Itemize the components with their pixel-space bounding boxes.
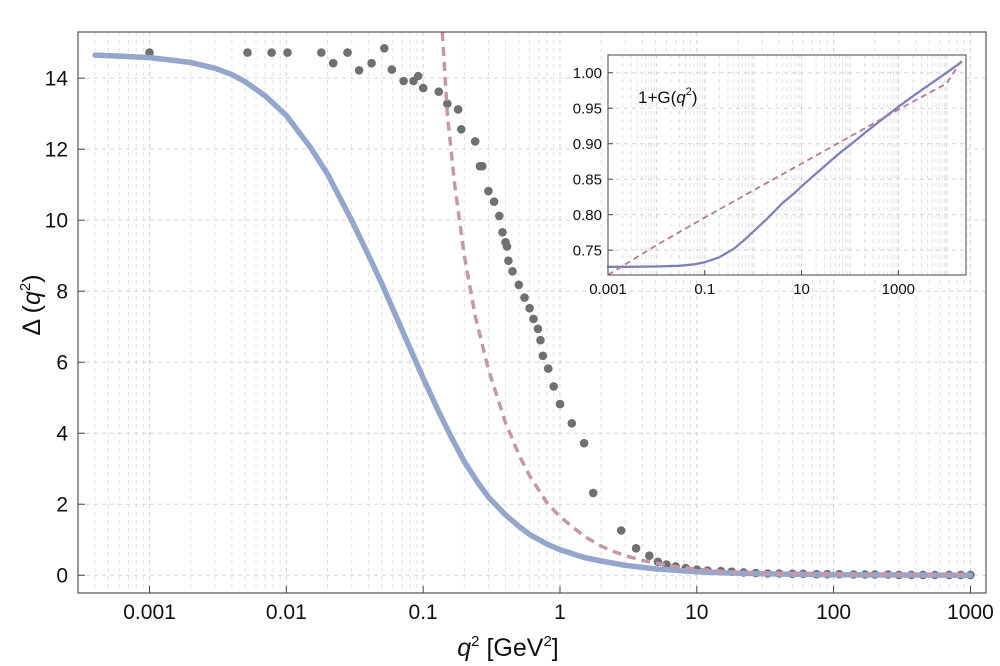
x-tick-label: 100 <box>816 601 851 624</box>
data-point <box>555 399 565 409</box>
y-tick-label: 8 <box>56 281 68 304</box>
x-tick-label: 0.1 <box>409 601 438 624</box>
data-point <box>267 48 276 57</box>
y-tick-label: 2 <box>56 494 68 517</box>
y-tick-label: 0.80 <box>573 207 602 224</box>
data-point <box>328 58 338 68</box>
solid-curve <box>92 52 974 578</box>
x-tick-label: 1 <box>554 601 566 624</box>
x-tick-label: 10 <box>793 281 810 298</box>
x-axis-label: q2 [GeV2] <box>457 633 558 662</box>
x-tick-label: 10 <box>685 601 708 624</box>
data-point <box>495 211 504 221</box>
y-tick-label: 4 <box>56 423 68 446</box>
data-point <box>343 48 352 57</box>
y-tick-label: 0.75 <box>573 242 602 259</box>
data-point <box>498 228 507 237</box>
data-point <box>243 48 252 57</box>
inset-series <box>606 60 963 276</box>
y-tick-label: 6 <box>56 352 68 375</box>
data-point <box>457 125 466 134</box>
y-tick-label: 14 <box>45 68 69 91</box>
data-point <box>508 267 517 276</box>
y-tick-label: 1.00 <box>573 65 602 82</box>
data-point <box>538 351 548 361</box>
data-point <box>354 66 364 75</box>
data-point <box>502 242 512 251</box>
y-tick-label: 10 <box>45 210 68 233</box>
data-point <box>484 186 493 196</box>
data-point <box>434 87 444 96</box>
dashed-curve <box>607 60 963 276</box>
data-point <box>470 137 480 146</box>
y-tick-label: 12 <box>45 139 68 162</box>
data-point <box>443 99 452 108</box>
y-tick-label: 0.85 <box>573 171 602 188</box>
data-point <box>380 44 389 53</box>
x-tick-label: 0.01 <box>266 601 307 624</box>
main-tick-labels: 0.001 0.01 0.1 1 10 100 1000 0 2 4 6 8 10 12 14 <box>45 68 994 624</box>
data-point <box>387 65 397 74</box>
data-point <box>525 303 534 313</box>
y-tick-label: 0 <box>56 565 68 588</box>
main-grid <box>77 32 986 593</box>
data-point <box>453 105 463 114</box>
x-tick-label: 1000 <box>882 281 915 298</box>
y-tick-label: 0.95 <box>573 100 602 117</box>
y-axis-label: Δ (q2) <box>17 274 46 335</box>
x-tick-label: 0.001 <box>123 601 176 624</box>
inset-tick-labels: 0.001 0.1 10 1000 0.75 0.80 0.85 0.90 0.95 1.00 <box>573 65 915 298</box>
data-point <box>588 488 598 498</box>
data-point <box>418 83 428 93</box>
inset-grid <box>607 55 966 275</box>
x-tick-label: 0.1 <box>694 281 715 298</box>
data-point <box>645 551 654 560</box>
data-point <box>567 419 577 428</box>
inset-plot-frame <box>607 54 967 276</box>
dashed-curve <box>440 31 971 577</box>
data-point <box>399 76 408 86</box>
y-tick-label: 0.90 <box>573 136 602 153</box>
data-point <box>616 526 626 535</box>
data-point <box>489 197 499 206</box>
data-point <box>504 256 513 266</box>
data-point <box>549 382 558 391</box>
data-point <box>413 71 423 81</box>
x-tick-label: 0.001 <box>589 281 627 298</box>
data-point <box>543 364 553 373</box>
data-point <box>536 335 545 345</box>
data-point <box>477 161 487 171</box>
data-point <box>367 58 376 68</box>
main-series <box>92 31 975 580</box>
data-point <box>520 293 529 302</box>
data-point <box>283 48 292 57</box>
inset-annotation: 1+G(q2) <box>638 86 698 107</box>
data-point <box>579 438 589 448</box>
data-point <box>631 544 641 553</box>
x-tick-label: 1000 <box>947 601 994 624</box>
data-point <box>514 280 524 290</box>
solid-curve <box>606 60 963 268</box>
main-plot-frame <box>77 31 987 594</box>
data-point <box>529 314 538 324</box>
data-point <box>317 48 326 57</box>
data-point <box>533 324 543 334</box>
